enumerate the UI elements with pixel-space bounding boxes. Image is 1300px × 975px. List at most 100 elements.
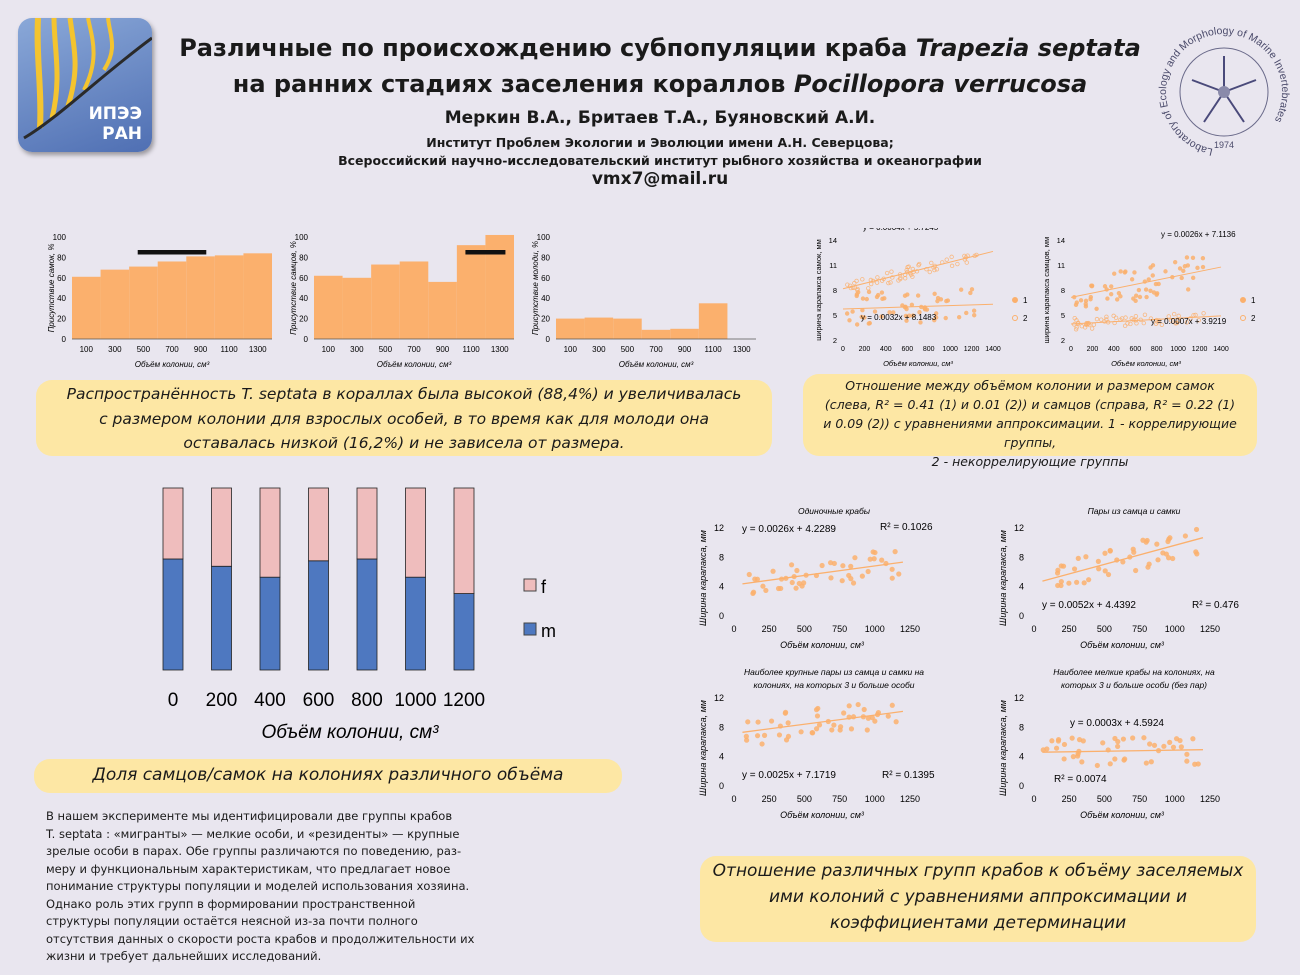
chart-title: Наиболее мелкие крабы на колониях, на	[1053, 667, 1215, 677]
scatter-point	[1145, 564, 1151, 570]
y-tick-label: 5	[1061, 311, 1065, 320]
trend-line	[1070, 266, 1222, 298]
bar-chart-presence-females: 0 20 40 60 80 100 100 300 500 700 900 1100 1300 Объём…	[47, 233, 272, 369]
x-tick-label: 1000	[1170, 346, 1186, 353]
scatter-point	[841, 710, 847, 716]
scatter-point	[1182, 533, 1188, 539]
scatter-point	[1150, 273, 1155, 278]
sex-ratio-caption: Доля самцов/самок на колониях различного…	[34, 759, 622, 793]
scatter-point	[906, 264, 911, 269]
scatter-point	[871, 556, 877, 562]
x-tick-label: 1250	[900, 624, 920, 634]
scatter-point	[1167, 739, 1173, 745]
scatter-point	[1102, 284, 1108, 289]
x-tick-label: 500	[1097, 794, 1112, 804]
x-tick-label: 1250	[1200, 624, 1220, 634]
scatter-point	[1148, 265, 1153, 270]
scatter-point	[770, 568, 776, 574]
bar-female	[162, 487, 184, 560]
y-tick-label: 80	[299, 253, 308, 262]
scatter-point	[1163, 269, 1168, 274]
scatter-point	[1146, 277, 1151, 282]
scatter-point	[837, 727, 843, 733]
scatter-point	[972, 313, 977, 318]
scatter-point	[1190, 275, 1196, 281]
scatter-point	[1100, 740, 1106, 746]
scatter-point	[869, 715, 875, 721]
scatter-point	[867, 556, 873, 562]
x-tick-label: 300	[592, 345, 606, 354]
scatter-point	[864, 296, 869, 302]
y-tick-label: 4	[719, 582, 724, 592]
x-tick-label: 0	[731, 794, 736, 804]
scatter-point	[759, 741, 765, 747]
x-tick-label: 1250	[900, 794, 920, 804]
scatter-point	[1115, 743, 1121, 750]
scatter-point	[931, 265, 936, 270]
x-tick-label: 1400	[985, 346, 1001, 353]
x-tick-label: 700	[649, 345, 663, 354]
x-tick-label: 300	[108, 345, 122, 354]
scatter-point	[848, 726, 855, 732]
scatter-point	[1170, 744, 1177, 750]
scatter-point	[1190, 255, 1196, 260]
scatter-point	[763, 587, 769, 594]
scatter-point	[754, 733, 761, 739]
scatter-point	[794, 567, 800, 574]
paragraph-line: жизни и требует дальнейших исследований.	[46, 949, 322, 963]
scatter-point	[1134, 321, 1139, 326]
scatter-point	[1170, 555, 1176, 562]
legend-marker	[1012, 315, 1018, 321]
scatter-point	[1129, 316, 1134, 321]
y-tick-label: 0	[1019, 611, 1024, 621]
y-axis-label: Присутствие молоди, %	[531, 241, 540, 335]
scatter-point	[855, 701, 861, 708]
x-tick-label: 1200	[964, 346, 980, 353]
scatter-point	[1058, 582, 1064, 589]
y-tick-label: 4	[1019, 582, 1024, 592]
scatter-point	[949, 254, 954, 260]
x-tick-label: 100	[564, 345, 578, 354]
scatter-point	[932, 291, 937, 296]
scatter-point	[1200, 256, 1206, 261]
scatter-point	[1147, 741, 1153, 747]
y-tick-label: 20	[541, 315, 550, 324]
group-chart-smallest-crabs: Наиболее мелкие крабы на колониях, на кот…	[998, 667, 1220, 820]
scatter-point	[1140, 537, 1146, 543]
scatter-point	[750, 590, 756, 597]
x-axis-label: Объём колонии, см³	[883, 359, 953, 368]
scatter-point	[798, 729, 804, 735]
y-tick-label: 8	[719, 722, 724, 732]
paragraph-line: В нашем эксперименте мы идентифицировали…	[46, 809, 453, 823]
authors: Меркин В.А., Бритаев Т.А., Буяновский А.…	[444, 108, 876, 128]
y-tick-label: 40	[299, 294, 308, 303]
y-tick-label: 11	[1057, 261, 1065, 270]
scatter-point	[1075, 320, 1081, 326]
scatter-point	[964, 310, 969, 316]
y-axis-label: Ширина карапакса, мм	[698, 530, 708, 626]
scatter-point	[850, 309, 855, 314]
trend-line	[742, 710, 904, 733]
x-tick-label: 900	[436, 345, 450, 354]
scatter-point	[1184, 758, 1190, 764]
scatter-point	[860, 296, 866, 301]
scatter-point	[1070, 754, 1076, 760]
x-tick-label: 1000	[394, 690, 436, 711]
bar	[556, 318, 585, 339]
bar	[243, 253, 272, 339]
x-tick-label: 0	[1031, 794, 1036, 804]
scatter-point	[846, 703, 852, 709]
scatter-point	[1125, 321, 1130, 326]
scatter-point	[1121, 757, 1127, 763]
bar	[428, 281, 457, 339]
scatter-point	[1133, 298, 1138, 304]
scatter-point	[1184, 320, 1190, 325]
scatter-point	[816, 722, 823, 728]
chart-title: которых 3 и больше особи (без пар)	[1061, 680, 1207, 690]
y-tick-label: 40	[57, 294, 66, 303]
scatter-point	[909, 302, 915, 307]
x-tick-label: 600	[901, 346, 913, 353]
scatter-point	[1188, 316, 1193, 321]
scatter-point	[819, 562, 825, 569]
